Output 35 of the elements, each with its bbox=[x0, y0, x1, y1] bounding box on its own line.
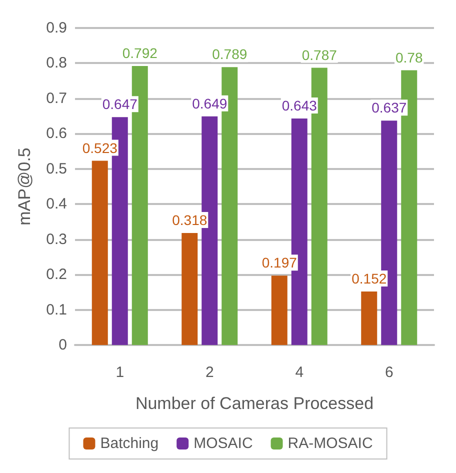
y-tick-label: 0.6 bbox=[46, 125, 67, 142]
y-tick-label: 0.1 bbox=[46, 301, 67, 318]
legend-label: MOSAIC bbox=[194, 435, 253, 452]
x-tick-label: 2 bbox=[205, 364, 214, 381]
y-tick-label: 0.2 bbox=[46, 266, 67, 284]
data-label: 0.197 bbox=[262, 254, 298, 271]
bar bbox=[182, 232, 198, 345]
data-label: 0.643 bbox=[282, 98, 318, 114]
x-tick-label: 1 bbox=[116, 364, 124, 381]
data-label: 0.152 bbox=[352, 270, 387, 286]
y-tick-label: 0.8 bbox=[46, 54, 67, 72]
data-label: 0.787 bbox=[302, 46, 338, 63]
bar bbox=[271, 276, 288, 345]
y-tick-label: 0.4 bbox=[46, 196, 67, 213]
x-axis-title: Number of Cameras Processed bbox=[135, 394, 374, 413]
data-label: 0.649 bbox=[192, 95, 228, 112]
data-label: 0.647 bbox=[102, 96, 138, 112]
bar bbox=[92, 160, 108, 345]
y-tick-label: 0.3 bbox=[46, 230, 67, 248]
x-tick-label: 4 bbox=[295, 364, 304, 381]
x-tick-label: 6 bbox=[384, 364, 394, 381]
bar bbox=[361, 291, 378, 345]
y-tick-label: 0.7 bbox=[46, 90, 67, 107]
y-tick-label: 0.5 bbox=[46, 160, 67, 178]
data-label: 0.318 bbox=[172, 212, 208, 228]
data-label: 0.789 bbox=[212, 46, 248, 62]
y-axis-title: mAP@0.5 bbox=[15, 148, 34, 226]
legend-label: RA-MOSAIC bbox=[288, 435, 373, 452]
data-label: 0.637 bbox=[372, 100, 407, 116]
legend-label: Batching bbox=[100, 435, 159, 452]
y-tick-label: 0.9 bbox=[46, 20, 67, 36]
y-tick-label: 0 bbox=[58, 336, 67, 354]
data-label: 0.78 bbox=[396, 49, 423, 66]
data-label: 0.523 bbox=[82, 140, 118, 156]
data-label: 0.792 bbox=[122, 45, 158, 62]
